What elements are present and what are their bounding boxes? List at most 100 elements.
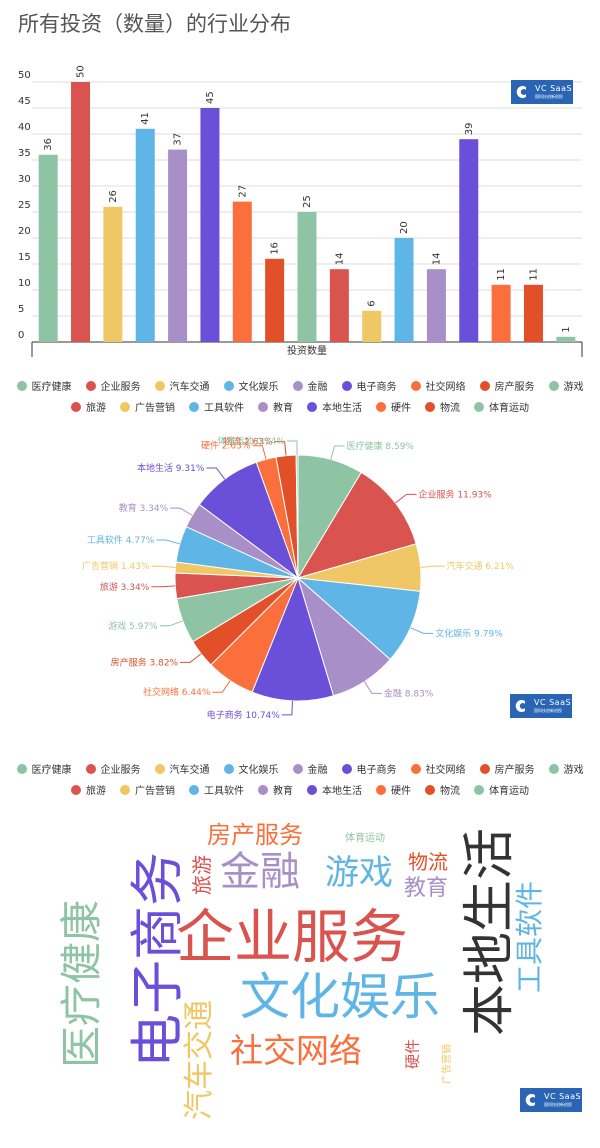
word-cloud-word: 物流 — [408, 850, 448, 874]
legend-item[interactable]: 电子商务 — [341, 761, 397, 776]
word-cloud-word: 教育 — [404, 876, 449, 901]
legend-item[interactable]: 物流 — [425, 399, 460, 414]
word-cloud-word: 旅游 — [190, 855, 214, 895]
legend-swatch-icon — [258, 784, 268, 795]
pie-label-leader — [151, 565, 176, 568]
legend-item[interactable]: 游戏 — [548, 761, 584, 776]
bar — [362, 310, 382, 342]
y-tick-label: 5 — [18, 304, 24, 315]
bar-value-label: 39 — [464, 122, 475, 135]
legend-label: 旅游 — [86, 403, 106, 414]
legend-label: 社交网络 — [425, 765, 466, 776]
legend-item[interactable]: 旅游 — [71, 399, 106, 414]
pie-slice-label: 文化娱乐 9.79% — [435, 627, 503, 639]
legend-label: 电子商务 — [356, 765, 397, 776]
legend-swatch-icon — [425, 401, 435, 412]
bar — [103, 206, 123, 342]
legend-item[interactable]: 社交网络 — [410, 761, 466, 776]
legend-label: 工具软件 — [204, 786, 244, 797]
pie-slice — [251, 576, 335, 702]
y-tick-label: 0 — [18, 330, 24, 341]
legend-swatch-icon — [223, 763, 234, 774]
legend-item[interactable]: 金融 — [292, 761, 328, 776]
legend-swatch-icon — [71, 784, 81, 795]
legend-swatch-icon — [189, 784, 199, 795]
legend-item[interactable]: 本地生活 — [307, 782, 362, 797]
legend-item[interactable]: 教育 — [258, 399, 293, 414]
legend-label: 教育 — [273, 403, 293, 414]
word-cloud: 企业服务 电子商务 本地生活 文化娱乐 医疗健康 金融 汽车交通 社交网络 游戏… — [0, 812, 600, 1148]
bar-value-label: 25 — [302, 195, 313, 208]
legend-label: 广告营销 — [135, 403, 175, 414]
legend-item[interactable]: 广告营销 — [120, 399, 175, 414]
legend-swatch-icon — [479, 380, 490, 391]
pie-label-leader — [330, 445, 345, 460]
badge-title: VC SaaS — [544, 1092, 582, 1101]
legend-swatch-icon — [479, 763, 490, 774]
legend-swatch-icon — [307, 784, 317, 795]
legend-item[interactable]: 医疗健康 — [16, 761, 72, 776]
word-cloud-word: 工具软件 — [513, 880, 546, 994]
legend-item[interactable]: 金融 — [292, 378, 328, 393]
legend-label: 房产服务 — [494, 382, 535, 393]
legend-item[interactable]: 物流 — [425, 782, 460, 797]
legend-item[interactable]: 广告营销 — [120, 782, 175, 797]
legend-item[interactable]: 房产服务 — [479, 761, 535, 776]
pie-label-leader — [159, 620, 183, 627]
pie-label-leader — [151, 585, 176, 588]
legend-item[interactable]: 企业服务 — [85, 378, 141, 393]
legend-label: 汽车交通 — [169, 765, 210, 776]
word-cloud-word: 广告营销 — [442, 1044, 453, 1084]
legend-item[interactable]: 汽车交通 — [154, 761, 210, 776]
legend-item[interactable]: 企业服务 — [85, 761, 141, 776]
legend-item[interactable]: 电子商务 — [341, 378, 397, 393]
legend-item[interactable]: 医疗健康 — [16, 378, 72, 393]
legend-item[interactable]: 游戏 — [548, 378, 584, 393]
legend-label: 硬件 — [391, 786, 411, 797]
legend-swatch-icon — [223, 380, 234, 391]
legend-item[interactable]: 社交网络 — [410, 378, 466, 393]
pie-slice-label: 本地生活 9.31% — [137, 462, 205, 474]
legend-item[interactable]: 房产服务 — [479, 378, 535, 393]
word-cloud-word: 汽车交通 — [182, 1000, 217, 1120]
legend-item[interactable]: 工具软件 — [189, 399, 244, 414]
legend-item[interactable]: 工具软件 — [189, 782, 244, 797]
bar-value-label: 26 — [108, 190, 119, 203]
legend-item[interactable]: 文化娱乐 — [223, 761, 279, 776]
pie-slice — [296, 577, 421, 661]
legend-label: 教育 — [273, 786, 293, 797]
bar-value-label: 37 — [173, 133, 184, 146]
pie-slice-label: 工具软件 4.77% — [87, 534, 155, 546]
legend-item[interactable]: 体育运动 — [474, 399, 529, 414]
legend-label: 本地生活 — [322, 786, 362, 797]
legend-label: 体育运动 — [489, 786, 529, 797]
legend-swatch-icon — [410, 763, 421, 774]
bar-value-label: 11 — [496, 268, 507, 281]
legend-item[interactable]: 硬件 — [376, 782, 411, 797]
pie-chart-legend: 医疗健康 企业服务 汽车交通 文化娱乐 金融 电子商务 社交网络 房产服务 游戏旅游 广告营销 工具… — [0, 758, 600, 800]
bar — [200, 108, 220, 342]
legend-swatch-icon — [425, 784, 435, 795]
legend-label: 企业服务 — [100, 765, 141, 776]
pie-slice-label: 社交网络 6.44% — [143, 686, 211, 698]
pie-label-leader — [170, 507, 193, 516]
legend-item[interactable]: 旅游 — [71, 782, 106, 797]
bar-chart: 0510152025303540455036502641374527162514… — [18, 65, 583, 357]
word-cloud-word: 社交网络 — [230, 1031, 362, 1070]
bar — [394, 238, 414, 342]
legend-item[interactable]: 教育 — [258, 782, 293, 797]
legend-label: 电子商务 — [356, 382, 397, 393]
legend-label: 金融 — [307, 765, 328, 776]
legend-label: 汽车交通 — [169, 382, 210, 393]
bar-value-label: 41 — [140, 112, 151, 125]
legend-label: 社交网络 — [425, 382, 466, 393]
legend-item[interactable]: 汽车交通 — [154, 378, 210, 393]
legend-item[interactable]: 文化娱乐 — [223, 378, 279, 393]
pie-slice-label: 硬件 2.63% — [201, 440, 251, 452]
word-cloud-word: 企业服务 — [176, 903, 409, 971]
legend-item[interactable]: 体育运动 — [474, 782, 529, 797]
word-cloud-word: 电子商务 — [126, 852, 189, 1068]
legend-item[interactable]: 本地生活 — [307, 399, 362, 414]
bar-value-label: 11 — [528, 268, 539, 281]
legend-item[interactable]: 硬件 — [376, 399, 411, 414]
